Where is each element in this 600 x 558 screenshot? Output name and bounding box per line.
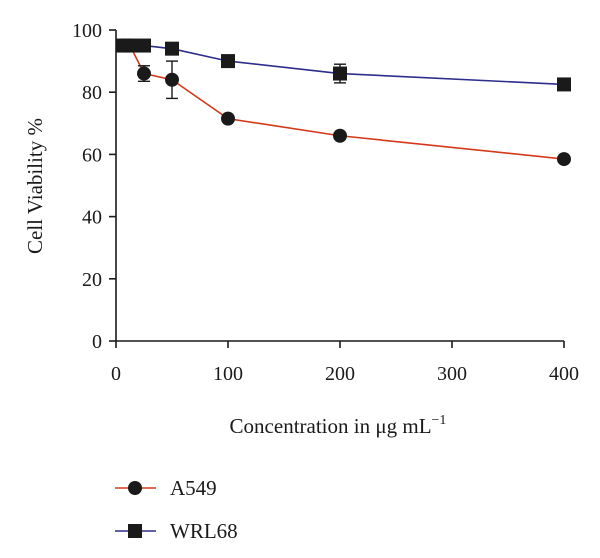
data-point-wrl68 — [123, 38, 137, 53]
data-point-a549 — [333, 128, 347, 143]
y-tick-label: 20 — [82, 269, 102, 291]
ticks: 0 100 200 300 400 0 20 40 60 80 100 — [72, 20, 579, 385]
legend-label-a549: A549 — [170, 476, 217, 500]
data-point-wrl68 — [557, 77, 571, 92]
y-axis-title: Cell Viability % — [23, 118, 47, 254]
legend-marker-wrl68 — [128, 524, 142, 538]
series-wrl68 — [116, 38, 571, 92]
y-tick-label: 100 — [72, 20, 102, 42]
data-point-a549 — [165, 72, 179, 87]
legend: A549 WRL68 — [115, 476, 238, 543]
x-axis-title-superscript: −1 — [432, 413, 447, 428]
x-tick-label: 300 — [437, 363, 467, 385]
legend-item-a549: A549 — [115, 476, 217, 500]
y-tick-label: 80 — [82, 82, 102, 104]
x-tick-label: 200 — [325, 363, 355, 385]
data-point-wrl68 — [165, 41, 179, 56]
series-line-a549 — [123, 44, 565, 160]
y-tick-label: 0 — [92, 331, 102, 353]
legend-label-wrl68: WRL68 — [170, 519, 238, 543]
data-point-a549 — [557, 152, 571, 167]
series-a549 — [116, 38, 571, 167]
data-point-a549 — [221, 111, 235, 126]
x-tick-label: 100 — [213, 363, 243, 385]
data-point-wrl68 — [333, 66, 347, 81]
x-axis-title: Concentration in μg mL−1 — [230, 413, 447, 438]
legend-marker-a549 — [128, 481, 142, 495]
series-layer — [116, 38, 571, 167]
y-tick-label: 40 — [82, 207, 102, 229]
legend-item-wrl68: WRL68 — [115, 519, 238, 543]
x-tick-label: 400 — [549, 363, 579, 385]
x-axis-title-main: Concentration in μg mL — [230, 414, 432, 438]
data-point-wrl68 — [221, 54, 235, 69]
y-tick-label: 60 — [82, 144, 102, 166]
data-point-a549 — [137, 66, 151, 81]
data-point-wrl68 — [137, 38, 151, 53]
x-tick-label: 0 — [111, 363, 121, 385]
